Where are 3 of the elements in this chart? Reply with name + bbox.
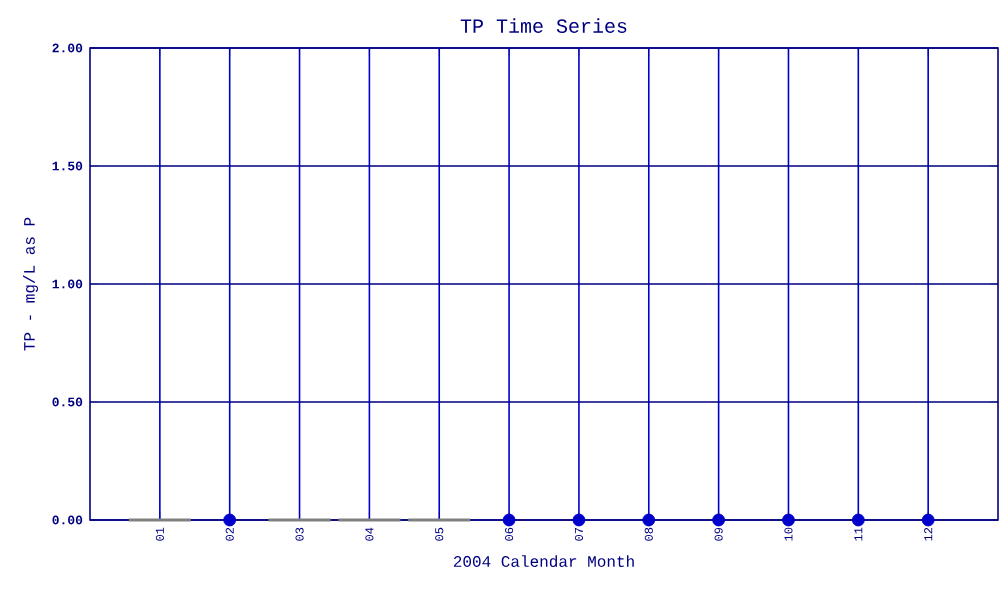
chart-title: TP Time Series [460, 18, 627, 33]
x-axis-title: 2004 Calendar Month [453, 555, 634, 567]
y-axis-title: TP - mg/L as P [23, 217, 39, 351]
